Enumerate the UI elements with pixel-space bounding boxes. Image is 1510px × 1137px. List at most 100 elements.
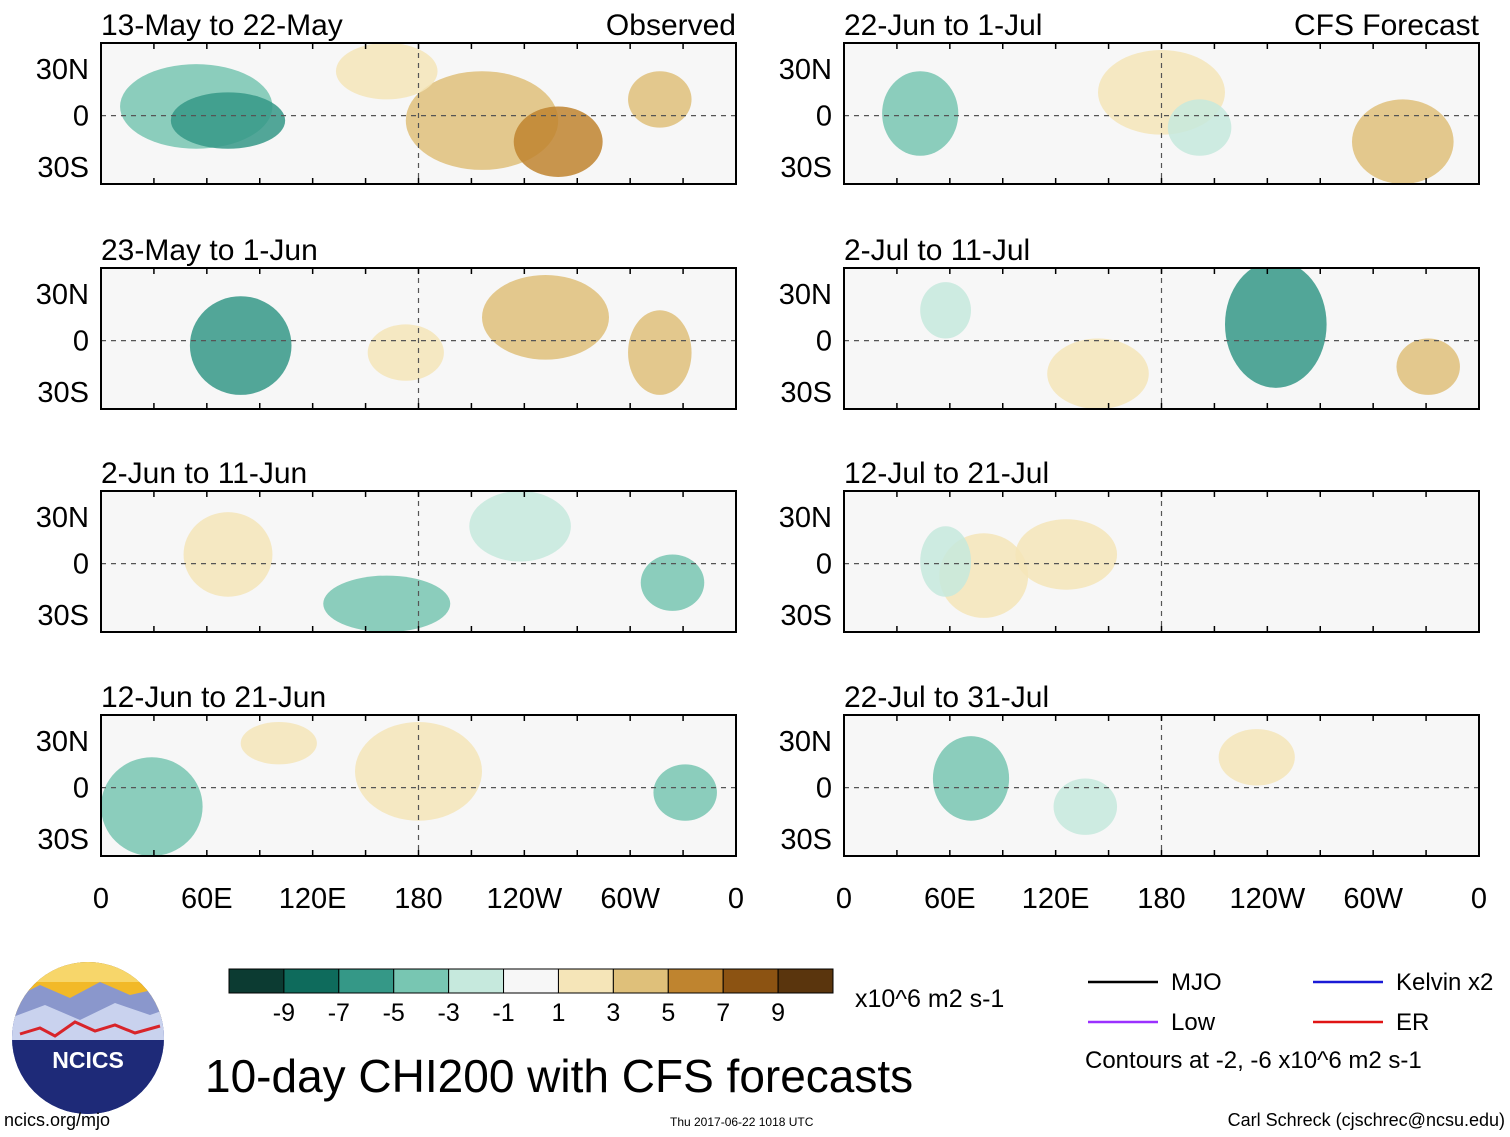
- anomaly-blob: [882, 71, 959, 156]
- anomaly-blob: [469, 491, 571, 562]
- colorbar-label: -9: [273, 999, 295, 1027]
- anomaly-blob: [628, 310, 692, 395]
- anomaly-shading: [932, 729, 1295, 835]
- anomaly-shading: [101, 722, 717, 856]
- colorbar-swatch: [503, 968, 559, 994]
- colorbar-swatch: [777, 968, 834, 994]
- legend-label: MJO: [1171, 969, 1222, 996]
- panel-period: 2-Jul to 11-Jul: [844, 234, 1030, 267]
- colorbar-label: -7: [328, 999, 350, 1027]
- panel-period: 22-Jun to 1-Jul: [844, 9, 1042, 42]
- map-panel-4: 12-Jun to 21-Jun 30N 0 30S: [36, 681, 737, 857]
- observed-header: Observed: [606, 9, 736, 42]
- panel-period: 12-Jul to 21-Jul: [844, 457, 1049, 490]
- anomaly-blob: [513, 106, 603, 177]
- x-tick-label: 0: [1471, 883, 1487, 915]
- footer-url[interactable]: ncics.org/mjo: [4, 1110, 110, 1130]
- anomaly-blob: [1218, 729, 1295, 786]
- colorbar-swatch: [667, 968, 724, 994]
- x-tick-label: 60E: [181, 883, 233, 915]
- colorbar-label: -1: [492, 999, 514, 1027]
- colorbar-swatch: [228, 968, 285, 994]
- contour-legend: MJO Kelvin x2 Low ER: [1088, 969, 1493, 1036]
- anomaly-blob: [183, 512, 273, 597]
- anomaly-blob: [170, 92, 286, 149]
- colorbar-label: 7: [716, 999, 730, 1027]
- anomaly-blob: [1015, 519, 1118, 590]
- anomaly-shading: [882, 50, 1454, 184]
- map-panel-7: 12-Jul to 21-Jul 30N 0 30S: [779, 457, 1480, 633]
- anomaly-shading: [920, 519, 1118, 618]
- y-tick-label: 30N: [779, 502, 832, 534]
- map-panel-5: 22-Jun to 1-Jul 30N 0 30S: [779, 9, 1480, 185]
- figure-title: 10-day CHI200 with CFS forecasts: [205, 1050, 913, 1102]
- panel-period: 2-Jun to 11-Jun: [101, 457, 307, 490]
- anomaly-blob: [189, 296, 292, 395]
- x-tick-label: 60E: [924, 883, 976, 915]
- anomaly-blob: [920, 526, 971, 597]
- colorbar-swatch: [393, 968, 450, 994]
- y-tick-label: 0: [73, 101, 89, 133]
- colorbar-units: x10^6 m2 s-1: [855, 985, 1004, 1013]
- y-tick-label: 30S: [780, 600, 832, 632]
- colorbar-swatch: [448, 968, 505, 994]
- y-tick-label: 0: [73, 549, 89, 581]
- x-tick-label: 120E: [279, 883, 347, 915]
- anomaly-shading: [189, 275, 692, 395]
- anomaly-blob: [482, 275, 609, 360]
- colorbar-swatch: [612, 968, 669, 994]
- y-tick-label: 30N: [36, 726, 89, 758]
- y-tick-label: 30N: [779, 726, 832, 758]
- anomaly-shading: [120, 43, 692, 177]
- anomaly-blob: [335, 43, 438, 100]
- anomaly-blob: [628, 71, 692, 128]
- y-tick-label: 0: [816, 101, 832, 133]
- colorbar-label: -3: [438, 999, 460, 1027]
- anomaly-blob: [1167, 99, 1232, 156]
- colorbar-swatch: [722, 968, 779, 994]
- colorbar-swatch: [283, 968, 340, 994]
- y-tick-label: 30S: [37, 600, 89, 632]
- x-tick-label: 0: [836, 883, 852, 915]
- anomaly-blob: [101, 757, 203, 856]
- x-tick-label: 180: [1137, 883, 1185, 915]
- panel-period: 13-May to 22-May: [101, 9, 343, 42]
- colorbar-label: 1: [552, 999, 566, 1027]
- y-tick-label: 30N: [779, 279, 832, 311]
- y-tick-label: 0: [816, 773, 832, 805]
- anomaly-blob: [1047, 338, 1149, 409]
- legend-label: Low: [1171, 1009, 1216, 1036]
- y-tick-label: 30N: [779, 54, 832, 86]
- ncics-logo[interactable]: NCICS: [10, 960, 170, 1120]
- y-tick-label: 30N: [36, 54, 89, 86]
- x-tick-label: 60W: [600, 883, 660, 915]
- x-tick-label: 120W: [1229, 883, 1305, 915]
- y-tick-label: 30S: [780, 377, 832, 409]
- x-tick-label: 180: [394, 883, 442, 915]
- forecast-header: CFS Forecast: [1294, 9, 1480, 42]
- anomaly-shading: [183, 491, 705, 632]
- anomaly-blob: [367, 324, 444, 381]
- x-tick-label: 120W: [486, 883, 562, 915]
- y-tick-label: 0: [73, 773, 89, 805]
- y-tick-label: 30N: [36, 279, 89, 311]
- footer-author: Carl Schreck (cjschrec@ncsu.edu): [1228, 1110, 1505, 1130]
- anomaly-blob: [1225, 268, 1327, 388]
- colorbar-label: 3: [606, 999, 620, 1027]
- y-tick-label: 30S: [37, 824, 89, 856]
- logo-text: NCICS: [52, 1047, 124, 1073]
- y-tick-label: 30S: [37, 152, 89, 184]
- x-tick-label: 0: [728, 883, 744, 915]
- colorbar-swatch: [338, 968, 395, 994]
- y-tick-label: 30N: [36, 502, 89, 534]
- colorbar-label: 5: [661, 999, 675, 1027]
- contour-note: Contours at -2, -6 x10^6 m2 s-1: [1085, 1047, 1422, 1074]
- map-panel-2: 23-May to 1-Jun 30N 0 30S: [36, 234, 737, 410]
- map-panel-8: 22-Jul to 31-Jul 30N 0 30S: [779, 681, 1480, 857]
- anomaly-blob: [920, 282, 971, 339]
- panel-period: 23-May to 1-Jun: [101, 234, 318, 267]
- anomaly-blob: [653, 764, 717, 821]
- x-tick-label: 0: [93, 883, 109, 915]
- footer-timestamp: Thu 2017-06-22 1018 UTC: [670, 1115, 814, 1129]
